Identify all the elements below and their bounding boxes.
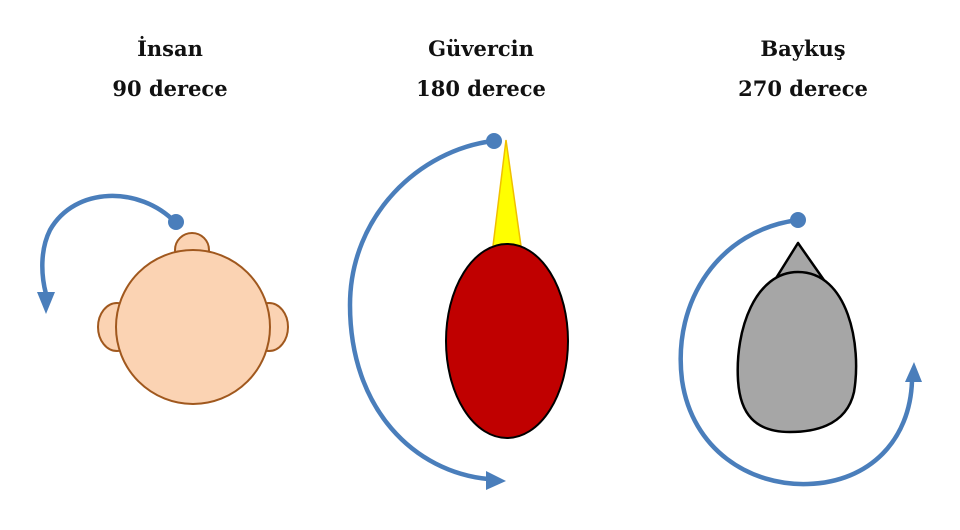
- human-arrow-head: [37, 292, 55, 314]
- owl-arrow-arc: [678, 217, 915, 487]
- owl-group: [736, 241, 858, 434]
- pigeon-group: [445, 139, 569, 439]
- human-head: [115, 249, 271, 405]
- pigeon-degrees: 180 derece: [416, 76, 546, 101]
- pigeon-title: Güvercin: [428, 36, 534, 61]
- pigeon-rotation-arrow: [347, 133, 506, 490]
- pigeon-beak: [492, 139, 522, 247]
- pigeon-label: Güvercin 180 derece: [371, 38, 591, 108]
- pigeon-body: [445, 243, 569, 439]
- pigeon-arrow-arc: [347, 138, 496, 482]
- owl-arrow-dot: [790, 212, 806, 228]
- pigeon-arrow-head: [486, 471, 506, 490]
- owl-label: Baykuş 270 derece: [693, 38, 913, 108]
- human-degrees: 90 derece: [112, 76, 228, 101]
- owl-arrow-head: [905, 362, 922, 382]
- owl-rotation-arrow: [678, 212, 922, 487]
- human-label: İnsan 90 derece: [60, 38, 280, 108]
- pigeon-arrow-dot: [486, 133, 502, 149]
- human-arrow-dot: [168, 214, 184, 230]
- human-head-group: [97, 232, 289, 405]
- human-title: İnsan: [137, 36, 203, 61]
- owl-title: Baykuş: [760, 36, 846, 61]
- human-arrow-arc: [40, 193, 178, 297]
- owl-body: [736, 270, 858, 434]
- human-rotation-arrow: [37, 193, 184, 314]
- owl-degrees: 270 derece: [738, 76, 868, 101]
